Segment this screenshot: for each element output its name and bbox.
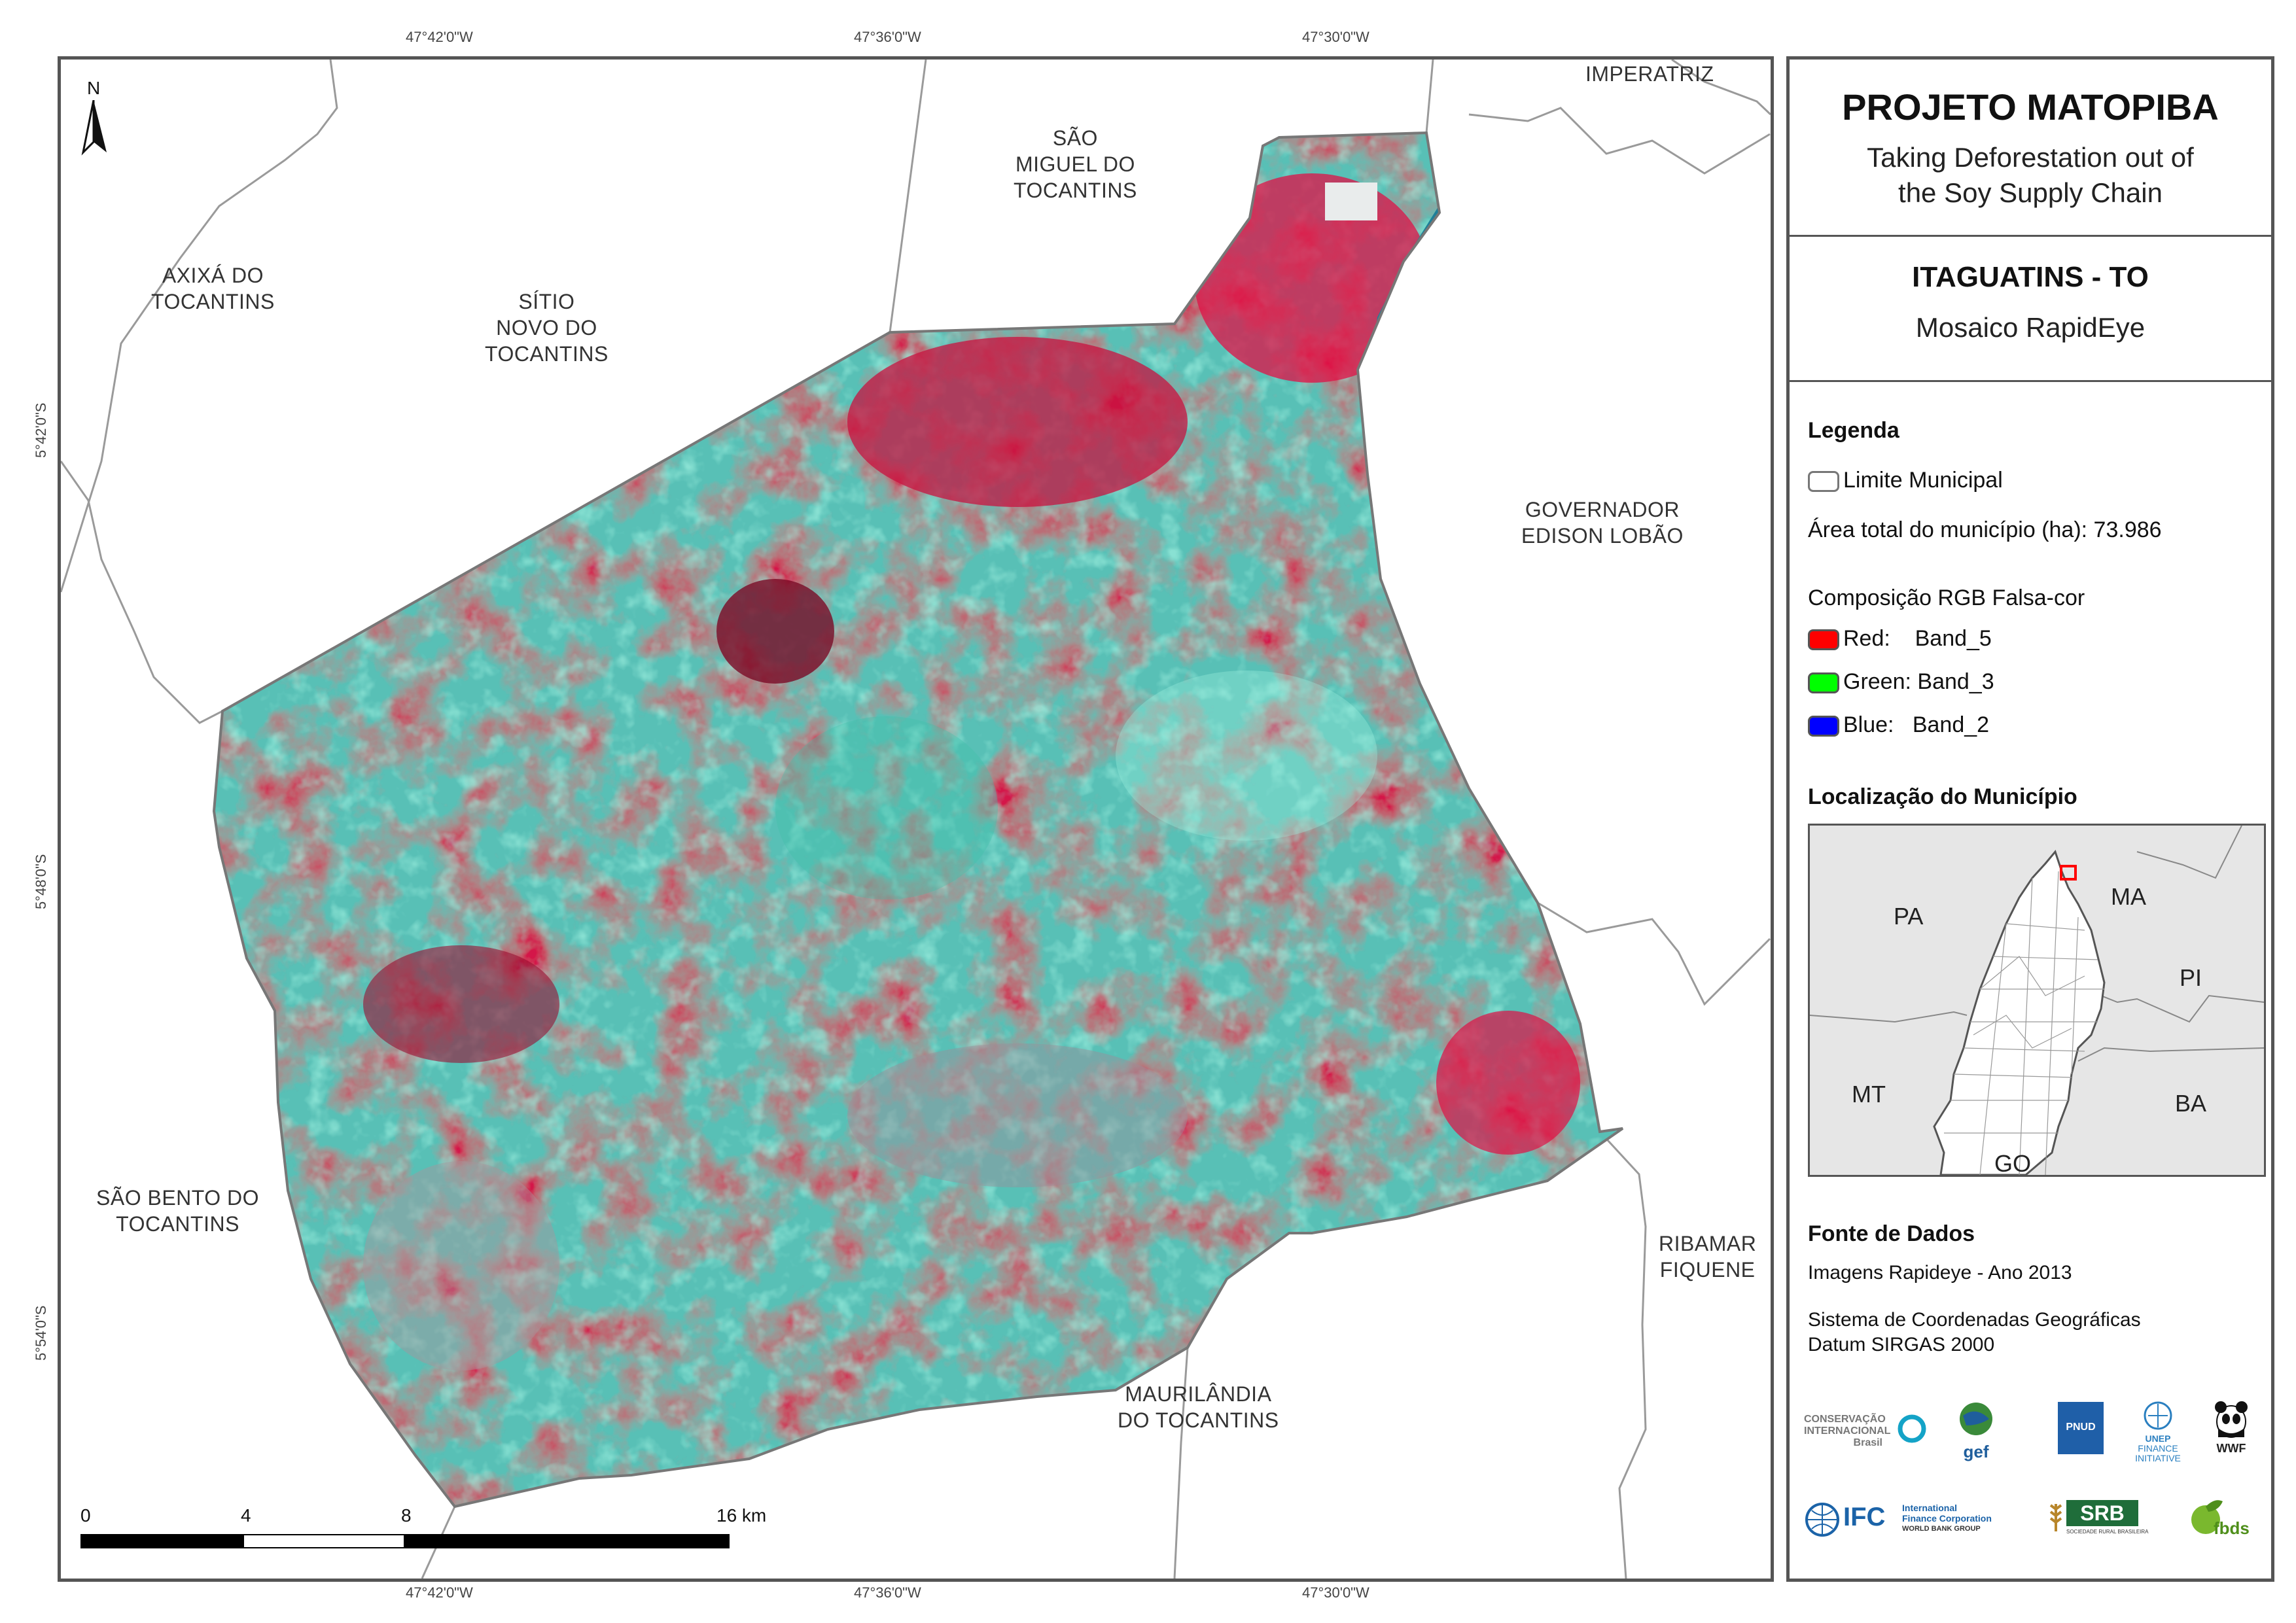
tocantins-shape (1933, 849, 2106, 1175)
limite-swatch (1808, 471, 1839, 493)
blue-swatch (1808, 716, 1839, 737)
inset-map (1810, 826, 2264, 1175)
coord-bottom-1: 47°42'0"W (406, 1584, 473, 1601)
label-sitio-novo: SÍTIO NOVO DO TOCANTINS (485, 290, 609, 366)
logo-ifc: IFC International Finance Corporation WORL… (1804, 1499, 2040, 1544)
scale-seg-2 (243, 1534, 405, 1548)
label-sao-bento: SÃO BENTO DO TOCANTINS (96, 1186, 260, 1236)
legend-heading: Legenda (1808, 418, 1899, 443)
legend-limite: Limite Municipal (1808, 468, 2003, 493)
coord-top-2: 47°36'0"W (854, 29, 921, 45)
band-blue: Blue: Band_2 (1808, 712, 1989, 738)
logo-srb: SRB SOCIEDADE RURAL BRASILEIRA (2048, 1497, 2149, 1543)
municipality-title: ITAGUATINS - TO (1912, 261, 2149, 293)
scale-label-0: 0 (80, 1505, 91, 1526)
neighbor-boundaries (61, 60, 1771, 1579)
label-sao-miguel: SÃO MIGUEL DO TOCANTINS (1014, 126, 1137, 202)
label-axixa: AXIXÁ DO TOCANTINS (151, 264, 275, 313)
logo-ci: CONSERVAÇÃO INTERNACIONAL Brasil (1804, 1407, 1928, 1459)
label-governador: GOVERNADOR EDISON LOBÃO (1521, 498, 1684, 548)
source-crs: Sistema de Coordenadas Geográficas (1808, 1309, 2141, 1331)
project-subtitle-2: the Soy Supply Chain (1898, 177, 2163, 208)
coord-left-2: 5°48'0"S (33, 854, 49, 909)
map-frame[interactable]: N IMPERATRIZ SÃO MIGUEL DO TOCANTINS AXIXÁ… (58, 56, 1774, 1582)
coord-left-3: 5°54'0"S (33, 1305, 49, 1361)
legend-composition: Composição RGB Falsa-cor (1808, 585, 2085, 610)
project-title: PROJETO MATOPIBA (1842, 86, 2219, 128)
logo-pnud: PNUD (2058, 1402, 2104, 1454)
scale-seg-1 (80, 1534, 243, 1548)
wheat-icon (2049, 1504, 2062, 1531)
coord-top-1: 47°42'0"W (406, 29, 473, 45)
scale-seg-3 (405, 1534, 730, 1548)
logo-fbds: fbds (2189, 1497, 2250, 1543)
band-green: Green: Band_3 (1808, 669, 1994, 695)
fbds-leaf-icon (2191, 1500, 2223, 1534)
logo-wwf: WWF (2208, 1399, 2254, 1458)
divider-2 (1790, 380, 2271, 382)
scale-label-16: 16 km (716, 1505, 767, 1526)
label-imperatriz: IMPERATRIZ (1585, 62, 1714, 86)
satellite-map (61, 60, 1771, 1579)
north-arrow: N (78, 78, 117, 156)
label-maurilandia: MAURILÂNDIA DO TOCANTINS (1118, 1382, 1279, 1432)
legend-area: Área total do município (ha): 73.986 (1808, 517, 2162, 542)
band-blue-label: Blue: Band_2 (1843, 712, 1990, 737)
info-panel: PROJETO MATOPIBA Taking Deforestation ou… (1786, 56, 2274, 1582)
source-imagery: Imagens Rapideye - Ano 2013 (1808, 1262, 2072, 1283)
band-red: Red: Band_5 (1808, 626, 1992, 652)
north-arrow-icon (81, 100, 107, 156)
ifc-globe-icon (1805, 1503, 1839, 1537)
scale-label-4: 4 (241, 1505, 251, 1526)
unep-globe-icon (2144, 1401, 2172, 1430)
project-subtitle-1: Taking Deforestation out of (1867, 142, 2194, 173)
coord-bottom-2: 47°36'0"W (854, 1584, 921, 1601)
label-ribamar: RIBAMAR FIQUENE (1659, 1232, 1757, 1282)
state-ba: BA (2175, 1090, 2207, 1117)
limite-label: Limite Municipal (1843, 468, 2003, 493)
coord-top-3: 47°30'0"W (1302, 29, 1369, 45)
state-go: GO (1994, 1150, 2032, 1177)
divider-1 (1790, 235, 2271, 237)
north-label: N (87, 78, 101, 98)
itaguatins-marker (2060, 865, 2077, 881)
scale-label-8: 8 (401, 1505, 412, 1526)
location-inset: PA MA PI MT BA GO (1808, 824, 2266, 1177)
band-red-label: Red: Band_5 (1843, 626, 1992, 651)
municipality-imagery (214, 133, 1623, 1507)
source-datum: Datum SIRGAS 2000 (1808, 1334, 1995, 1355)
panda-icon (2215, 1401, 2248, 1438)
state-pa: PA (1894, 903, 1924, 930)
location-heading: Localização do Município (1808, 784, 2077, 809)
red-swatch (1808, 629, 1839, 651)
state-pi: PI (2180, 964, 2202, 991)
municipal-boundary (212, 131, 1624, 1509)
logo-unep: UNEP FINANCE INITIATIVE (2128, 1401, 2187, 1463)
logo-gef: gef (1953, 1399, 2005, 1461)
title-block: PROJETO MATOPIBA Taking Deforestation ou… (1790, 86, 2271, 211)
coord-bottom-3: 47°30'0"W (1302, 1584, 1369, 1601)
place-block: ITAGUATINS - TO Mosaico RapidEye (1790, 261, 2271, 343)
state-ma: MA (2111, 883, 2146, 910)
scale-bar: 0 4 8 16 km (80, 1505, 800, 1558)
mosaic-label: Mosaico RapidEye (1915, 312, 2146, 343)
band-green-label: Green: Band_3 (1843, 669, 1994, 694)
ci-circle-icon (1898, 1414, 1926, 1443)
state-mt: MT (1852, 1081, 1886, 1108)
coord-left-1: 5°42'0"S (33, 402, 49, 458)
green-swatch (1808, 672, 1839, 694)
sources-heading: Fonte de Dados (1808, 1221, 1975, 1246)
gef-globe-icon (1960, 1403, 1992, 1435)
